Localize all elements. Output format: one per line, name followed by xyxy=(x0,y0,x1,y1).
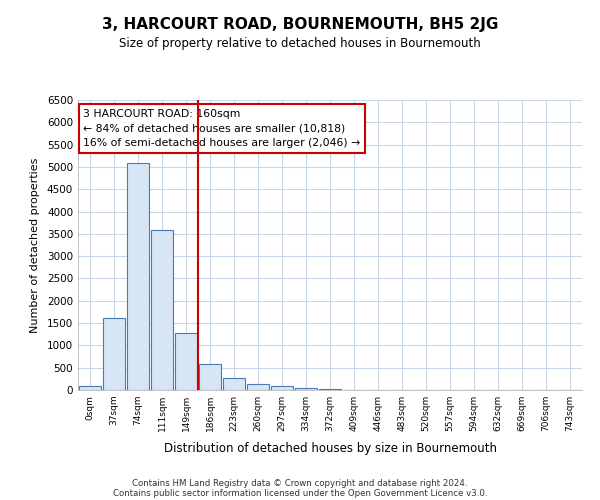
Bar xyxy=(175,333,197,390)
X-axis label: Distribution of detached houses by size in Bournemouth: Distribution of detached houses by size … xyxy=(163,442,497,456)
Y-axis label: Number of detached properties: Number of detached properties xyxy=(30,158,40,332)
Bar xyxy=(79,386,101,390)
Text: Contains public sector information licensed under the Open Government Licence v3: Contains public sector information licen… xyxy=(113,488,487,498)
Bar xyxy=(199,364,221,390)
Bar xyxy=(247,384,269,390)
Bar xyxy=(271,386,293,390)
Bar xyxy=(151,230,173,390)
Text: 3 HARCOURT ROAD: 160sqm
← 84% of detached houses are smaller (10,818)
16% of sem: 3 HARCOURT ROAD: 160sqm ← 84% of detache… xyxy=(83,108,360,148)
Text: Size of property relative to detached houses in Bournemouth: Size of property relative to detached ho… xyxy=(119,38,481,51)
Bar xyxy=(127,164,149,390)
Text: Contains HM Land Registry data © Crown copyright and database right 2024.: Contains HM Land Registry data © Crown c… xyxy=(132,478,468,488)
Text: 3, HARCOURT ROAD, BOURNEMOUTH, BH5 2JG: 3, HARCOURT ROAD, BOURNEMOUTH, BH5 2JG xyxy=(102,18,498,32)
Bar xyxy=(319,388,341,390)
Bar xyxy=(295,388,317,390)
Bar xyxy=(103,318,125,390)
Bar xyxy=(223,378,245,390)
